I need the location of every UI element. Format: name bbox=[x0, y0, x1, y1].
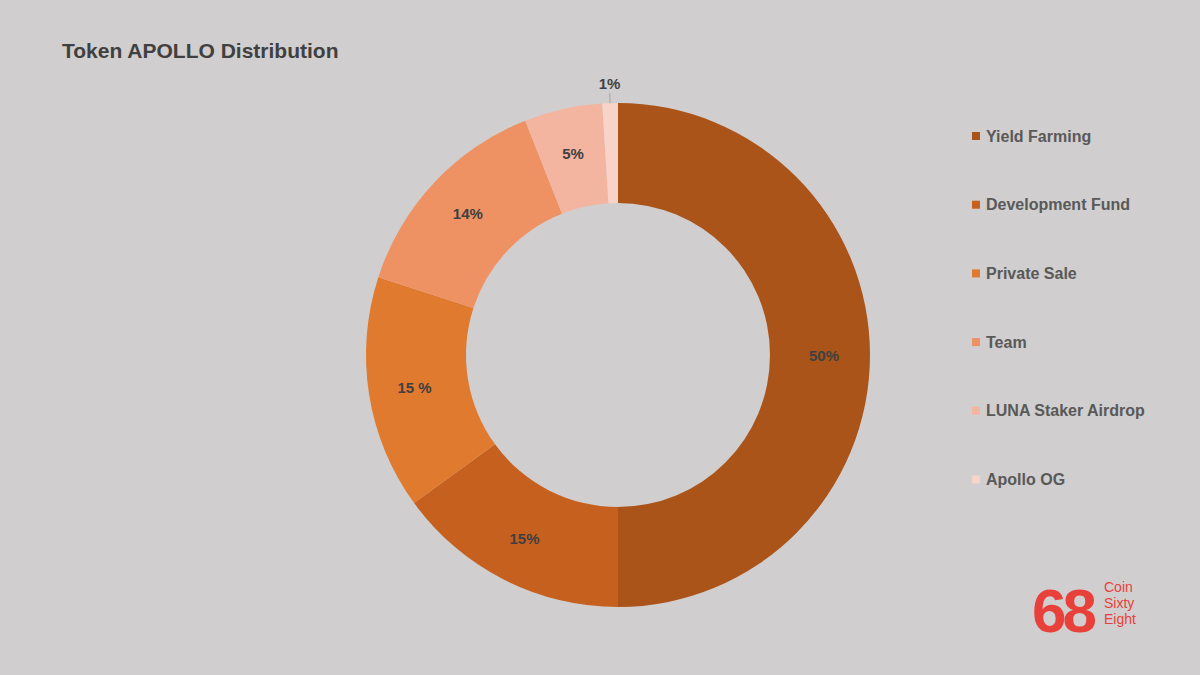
logo: 68 bbox=[1032, 576, 1095, 645]
slice bbox=[525, 103, 608, 213]
data-label: 5% bbox=[562, 145, 584, 162]
legend-label: Team bbox=[986, 334, 1027, 351]
slice bbox=[602, 103, 618, 203]
slice bbox=[618, 103, 870, 607]
data-labels: 50% 15% 15 % 14% 5% 1% bbox=[397, 75, 839, 547]
data-label: 15 % bbox=[397, 379, 431, 396]
slice bbox=[378, 121, 562, 308]
slices bbox=[366, 103, 870, 607]
data-label: 50% bbox=[809, 347, 839, 364]
legend-swatch bbox=[972, 338, 980, 346]
legend-label: Apollo OG bbox=[986, 471, 1065, 488]
title: Token APOLLO Distribution bbox=[62, 39, 339, 62]
slice-group bbox=[366, 103, 870, 607]
legend-swatch bbox=[972, 269, 980, 277]
watermark-text: Coin bbox=[1104, 579, 1133, 595]
legend-label: Yield Farming bbox=[986, 128, 1091, 145]
watermark: 68 CoinSixtyEight bbox=[1032, 576, 1136, 645]
chart: Token APOLLO Distribution 50% 15% 15 % 14% 5%… bbox=[0, 0, 1200, 675]
background bbox=[0, 0, 1200, 675]
legend-label: LUNA Staker Airdrop bbox=[986, 402, 1145, 419]
legend-swatch bbox=[972, 201, 980, 209]
leader-line bbox=[609, 93, 610, 103]
legend-swatch bbox=[972, 132, 980, 140]
legend-swatch bbox=[972, 476, 980, 484]
legend-label: Development Fund bbox=[986, 196, 1130, 213]
data-label: 14% bbox=[453, 205, 483, 222]
legend: Yield Farming Development Fund Private Sal… bbox=[972, 128, 1145, 489]
watermark-text: Eight bbox=[1104, 611, 1136, 627]
slice bbox=[366, 277, 495, 503]
data-label: 1% bbox=[599, 75, 621, 92]
legend-swatch bbox=[972, 407, 980, 415]
data-label: 15% bbox=[509, 530, 539, 547]
legend-label: Private Sale bbox=[986, 265, 1077, 282]
watermark-text: Sixty bbox=[1104, 595, 1134, 611]
